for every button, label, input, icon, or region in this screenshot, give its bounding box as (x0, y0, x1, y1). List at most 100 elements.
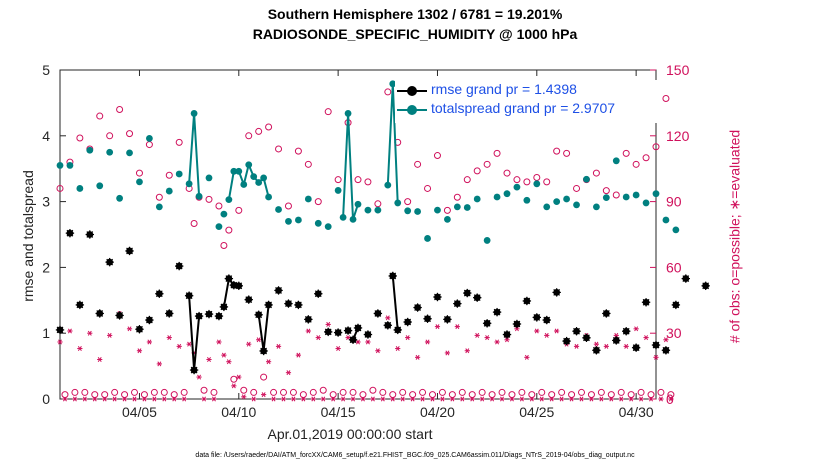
evaluated-point (335, 346, 341, 352)
evaluated-stroke (311, 396, 316, 402)
evaluated-stroke (505, 337, 509, 343)
evaluated-point (434, 324, 441, 330)
evaluated-point (549, 396, 555, 402)
evaluated-point (295, 352, 301, 358)
rmse-point (85, 230, 94, 239)
possible-point (607, 391, 615, 399)
rmse-point (413, 303, 422, 312)
rmse-point (453, 299, 462, 308)
rmse-point (55, 325, 65, 335)
evaluated-stroke (226, 359, 231, 365)
rmse-point (314, 289, 323, 298)
possible-point (61, 391, 69, 399)
rmse-point (115, 311, 124, 320)
possible-point (200, 386, 208, 394)
evaluated-point (588, 396, 595, 402)
possible-point (612, 191, 620, 199)
totalspread-point (245, 161, 253, 169)
evaluated-stroke (370, 396, 375, 402)
possible-point (270, 388, 278, 396)
evaluated-point (161, 396, 167, 402)
rmse-point (592, 346, 601, 355)
totalspread-point (389, 80, 397, 88)
possible-point (225, 226, 233, 234)
x-tick-label: 04/25 (519, 404, 554, 420)
evaluated-stroke (92, 396, 97, 402)
evaluated-stroke (276, 343, 281, 349)
possible-point (240, 386, 248, 394)
evaluated-point (405, 335, 411, 341)
possible-point (414, 160, 422, 168)
evaluated-stroke (261, 392, 266, 398)
evaluated-point (77, 346, 83, 352)
evaluated-stroke (256, 337, 261, 343)
rmse-point-ray (453, 300, 461, 307)
left-y-tick-label: 0 (42, 391, 50, 407)
totalspread-point (473, 195, 481, 203)
possible-point (433, 152, 441, 160)
totalspread-point (155, 203, 163, 211)
evaluated-stroke (654, 354, 658, 360)
evaluated-stroke (554, 328, 559, 334)
evaluated-stroke (207, 357, 211, 363)
evaluated-stroke (331, 396, 336, 402)
rmse-point (175, 261, 184, 271)
rmse-point-ray (56, 326, 64, 334)
evaluated-stroke (574, 343, 579, 349)
evaluated-stroke (594, 341, 599, 347)
rmse-point (562, 336, 571, 346)
evaluated-point (102, 396, 108, 402)
evaluated-stroke (480, 396, 485, 402)
evaluated-obs-series (57, 310, 674, 402)
totalspread-point (344, 110, 352, 117)
rmse-point (393, 325, 402, 335)
evaluated-stroke (211, 396, 216, 402)
evaluated-point (87, 330, 93, 336)
rmse-point-ray (126, 247, 133, 255)
totalspread-point (106, 148, 114, 156)
possible-point (334, 176, 342, 184)
evaluated-stroke (668, 396, 673, 402)
rmse-point-ray (225, 275, 233, 282)
evaluated-point (484, 335, 490, 341)
evaluated-point (151, 396, 157, 402)
evaluated-stroke (559, 396, 564, 402)
totalspread-point (255, 179, 263, 186)
evaluated-point (251, 396, 257, 402)
rmse-point (353, 323, 363, 333)
evaluated-point (499, 396, 505, 402)
evaluated-point (519, 396, 525, 402)
evaluated-point (395, 346, 401, 352)
rmse-point (641, 298, 651, 307)
evaluated-point (544, 332, 550, 338)
totalspread-point (225, 196, 233, 204)
possible-point (587, 391, 595, 399)
rmse-point (155, 289, 164, 298)
totalspread-point (230, 167, 238, 175)
totalspread-point (622, 193, 630, 201)
possible-point (384, 88, 392, 96)
evaluated-point (608, 396, 614, 402)
rmse-point-ray (642, 298, 650, 306)
rmse-point-ray (414, 304, 421, 311)
evaluated-stroke (321, 396, 326, 402)
rmse-point-ray (374, 310, 382, 317)
rmse-point-ray (389, 272, 397, 280)
rmse-point (284, 299, 293, 308)
evaluated-point (559, 396, 565, 402)
possible-point (289, 388, 297, 396)
evaluated-point (280, 396, 287, 402)
possible-point (150, 388, 158, 396)
possible-point (364, 178, 372, 186)
evaluated-point (72, 396, 78, 402)
totalspread-point (240, 181, 248, 188)
evaluated-point (385, 315, 391, 321)
possible-point (622, 149, 630, 157)
rmse-point-ray (553, 289, 561, 296)
evaluated-point (231, 383, 237, 389)
possible-point (314, 198, 322, 206)
x-ticks: 04/05 04/10 04/15 04/20 04/25 04/30 (122, 70, 654, 420)
totalspread-point (190, 110, 198, 117)
rmse-point-ray (404, 318, 412, 326)
evaluated-point (216, 339, 222, 345)
